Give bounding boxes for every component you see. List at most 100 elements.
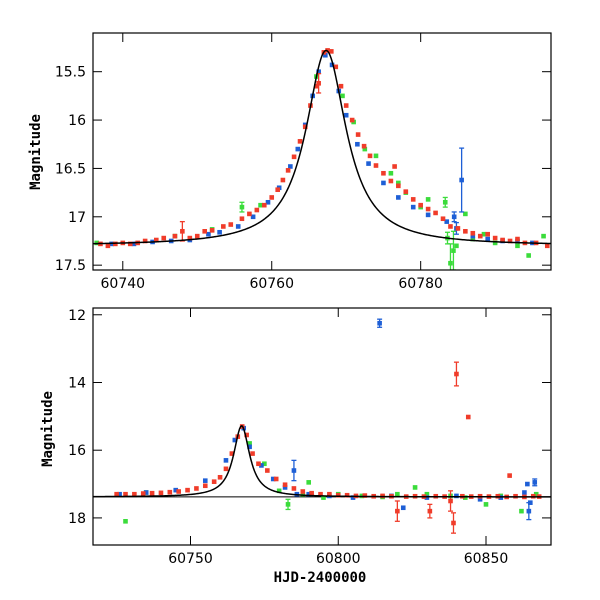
y-tick-label: 16.5: [55, 161, 86, 177]
data-point-blue: [396, 195, 401, 200]
data-point-red: [381, 170, 386, 176]
data-point-red: [180, 229, 185, 234]
data-point-red: [500, 237, 505, 243]
data-point-red: [217, 474, 223, 480]
data-point-red: [335, 492, 341, 498]
data-point-blue: [485, 236, 490, 242]
data-point-green: [463, 211, 468, 217]
plot-area: [93, 48, 551, 270]
data-point-red: [228, 222, 234, 227]
data-point-blue: [329, 62, 335, 68]
data-point-green: [454, 243, 459, 249]
data-point-red: [433, 210, 438, 216]
data-point-green: [515, 243, 520, 249]
data-point-red: [167, 489, 173, 495]
data-point-red: [361, 143, 367, 149]
data-point-red: [229, 451, 235, 456]
data-point-blue: [288, 164, 293, 169]
data-point-blue: [498, 495, 504, 500]
data-point-green: [373, 153, 379, 159]
data-point-blue: [350, 495, 356, 500]
top-y-axis-title: Magnitude: [28, 114, 44, 190]
data-point-blue: [454, 493, 459, 499]
data-point-green: [306, 480, 312, 485]
data-point-red: [297, 139, 303, 144]
data-point-blue: [250, 214, 256, 220]
data-point-red: [221, 224, 226, 229]
data-point-green: [483, 502, 489, 507]
data-point-red: [485, 231, 490, 237]
data-point-red: [465, 414, 471, 420]
data-point-green: [395, 491, 400, 497]
data-point-red: [507, 238, 513, 244]
x-tick-label: 60800: [316, 551, 361, 567]
data-point-blue: [247, 444, 252, 450]
data-point-red: [410, 197, 416, 202]
data-point-red: [239, 216, 245, 222]
plot-frame: [92, 307, 552, 546]
data-point-red: [158, 490, 164, 496]
data-point-green: [448, 260, 453, 266]
data-point-red: [349, 117, 355, 123]
plot-frame: [92, 32, 552, 271]
data-point-red: [448, 498, 453, 504]
y-tick-label: 18: [68, 511, 86, 527]
data-point-blue: [173, 487, 179, 493]
data-point-red: [149, 490, 155, 496]
x-tick-label: 60750: [168, 551, 213, 567]
data-point-red: [105, 243, 111, 249]
data-point-red: [302, 124, 308, 130]
data-point-red: [362, 493, 368, 498]
data-point-red: [344, 492, 350, 498]
data-point-red: [202, 229, 208, 234]
data-point-red: [254, 207, 260, 213]
data-point-blue: [306, 491, 312, 497]
data-point-green: [519, 508, 524, 514]
data-point-blue: [525, 481, 530, 487]
data-point-blue: [410, 204, 416, 210]
data-point-red: [194, 486, 199, 491]
data-point-green: [321, 495, 326, 500]
model-curve: [93, 424, 551, 498]
data-point-blue: [477, 496, 483, 502]
data-point-red: [448, 224, 453, 229]
data-point-red: [250, 451, 255, 456]
data-point-red: [269, 195, 275, 200]
data-point-red: [507, 473, 512, 478]
data-point-red: [329, 49, 334, 54]
data-point-red: [123, 491, 128, 497]
data-point-red: [427, 508, 433, 514]
data-point-red: [388, 178, 394, 184]
data-point-red: [172, 233, 178, 239]
data-point-red: [463, 229, 468, 234]
data-point-red: [142, 238, 148, 244]
data-point-green: [451, 248, 456, 253]
data-point-red: [418, 202, 423, 208]
data-point-red: [314, 83, 319, 89]
data-point-green: [396, 180, 401, 186]
data-point-red: [282, 482, 288, 488]
x-tick-label: 60760: [249, 276, 294, 292]
data-point-blue: [377, 320, 382, 326]
data-point-green: [258, 202, 263, 208]
data-point-blue: [282, 485, 288, 490]
data-point-red: [396, 183, 401, 189]
data-point-blue: [259, 463, 264, 468]
data-point-blue: [425, 212, 431, 218]
data-point-green: [300, 491, 306, 497]
y-tick-label: 15.5: [55, 65, 86, 81]
data-point-red: [187, 235, 193, 241]
data-point-green: [123, 519, 128, 524]
data-point-red: [451, 520, 456, 526]
data-point-red: [247, 211, 252, 217]
bottom-panel: Magnitude HJD-2400000 60750 60800 60850 12 1…: [40, 307, 552, 586]
data-point-red: [470, 230, 476, 236]
y-tick-label: 16: [68, 113, 86, 129]
data-point-green: [541, 233, 546, 239]
data-point-green: [262, 461, 267, 467]
data-point-green: [442, 199, 448, 205]
data-point-red: [455, 226, 461, 231]
data-point-blue: [295, 146, 301, 152]
data-point-green: [239, 204, 245, 210]
